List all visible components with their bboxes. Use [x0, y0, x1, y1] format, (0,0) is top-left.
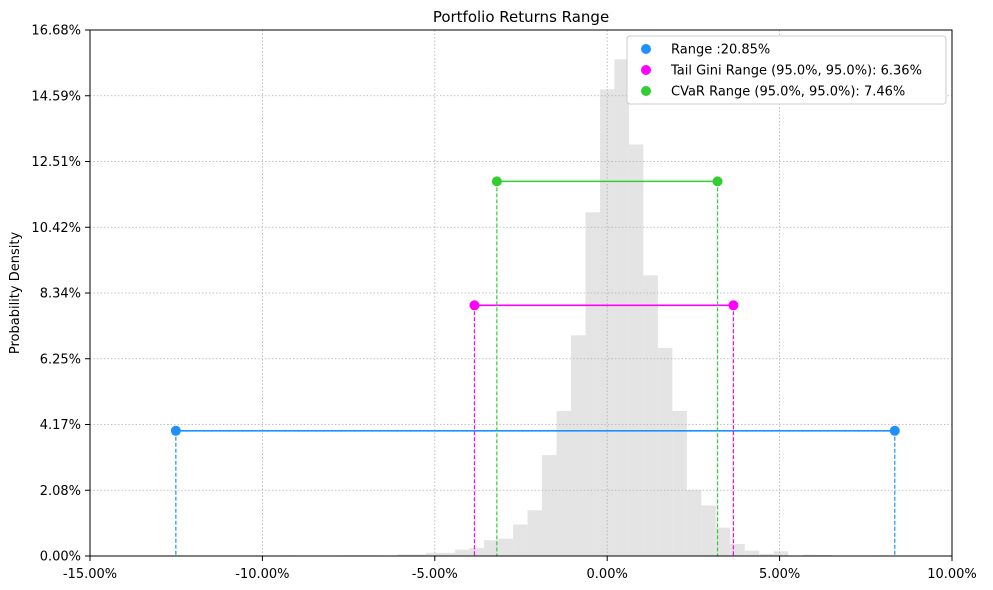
- histogram-bar: [730, 544, 744, 556]
- y-tick-label: 14.59%: [31, 89, 81, 104]
- legend-label: Range :20.85%: [671, 43, 770, 58]
- x-axis-ticks: -15.00% -10.00% -5.00% 0.00% 5.00% 10.00%: [63, 556, 977, 582]
- histogram-bar: [542, 455, 556, 556]
- histogram-bars: [166, 59, 890, 556]
- histogram-bar: [557, 411, 571, 556]
- y-tick-label: 12.51%: [31, 155, 81, 170]
- range-right-marker: [713, 176, 723, 186]
- histogram-bar: [745, 551, 759, 556]
- legend-marker: [641, 86, 651, 96]
- legend: Range :20.85% Tail Gini Range (95.0%, 95.…: [627, 36, 946, 104]
- histogram-bar: [687, 490, 701, 556]
- y-tick-label: 2.08%: [40, 484, 81, 499]
- y-tick-label: 6.25%: [40, 352, 81, 367]
- chart-title: Portfolio Returns Range: [433, 8, 609, 26]
- x-tick-label: -5.00%: [412, 567, 458, 582]
- y-tick-label: 8.34%: [40, 287, 81, 302]
- y-tick-label: 4.17%: [40, 418, 81, 433]
- histogram-bar: [470, 548, 484, 556]
- x-tick-label: -10.00%: [235, 567, 289, 582]
- range-right-marker: [728, 300, 738, 310]
- range-left-marker: [492, 176, 502, 186]
- range-series: [171, 176, 900, 556]
- legend-marker: [641, 44, 651, 54]
- histogram-bar: [528, 510, 542, 556]
- histogram-bar: [614, 59, 628, 556]
- x-tick-label: 0.00%: [587, 567, 628, 582]
- x-tick-label: 10.00%: [927, 567, 977, 582]
- grid-lines: [90, 30, 952, 556]
- legend-label: Tail Gini Range (95.0%, 95.0%): 6.36%: [670, 64, 922, 79]
- histogram-bar: [701, 506, 715, 556]
- y-axis-ticks: 0.00% 2.08% 4.17% 6.25% 8.34% 10.42% 12.51% 14.…: [31, 24, 90, 565]
- histogram-bar: [513, 524, 527, 556]
- histogram-bar: [774, 551, 788, 556]
- histogram-bar: [643, 275, 657, 556]
- histogram-bar: [672, 411, 686, 556]
- y-tick-label: 10.42%: [31, 221, 81, 236]
- range-left-marker: [469, 300, 479, 310]
- histogram-bar: [571, 335, 585, 556]
- histogram-bar: [658, 348, 672, 556]
- y-axis-label: Probability Density: [8, 232, 23, 355]
- histogram-bar: [499, 539, 513, 556]
- x-tick-label: 5.00%: [759, 567, 800, 582]
- y-tick-label: 16.68%: [31, 24, 81, 39]
- x-tick-label: -15.00%: [63, 567, 117, 582]
- y-tick-label: 0.00%: [40, 550, 81, 565]
- legend-marker: [641, 65, 651, 75]
- range-right-marker: [890, 426, 900, 436]
- range-left-marker: [171, 426, 181, 436]
- histogram-bar: [585, 212, 599, 556]
- legend-label: CVaR Range (95.0%, 95.0%): 7.46%: [671, 85, 905, 100]
- histogram-bar: [629, 144, 643, 556]
- histogram-bar: [455, 550, 469, 556]
